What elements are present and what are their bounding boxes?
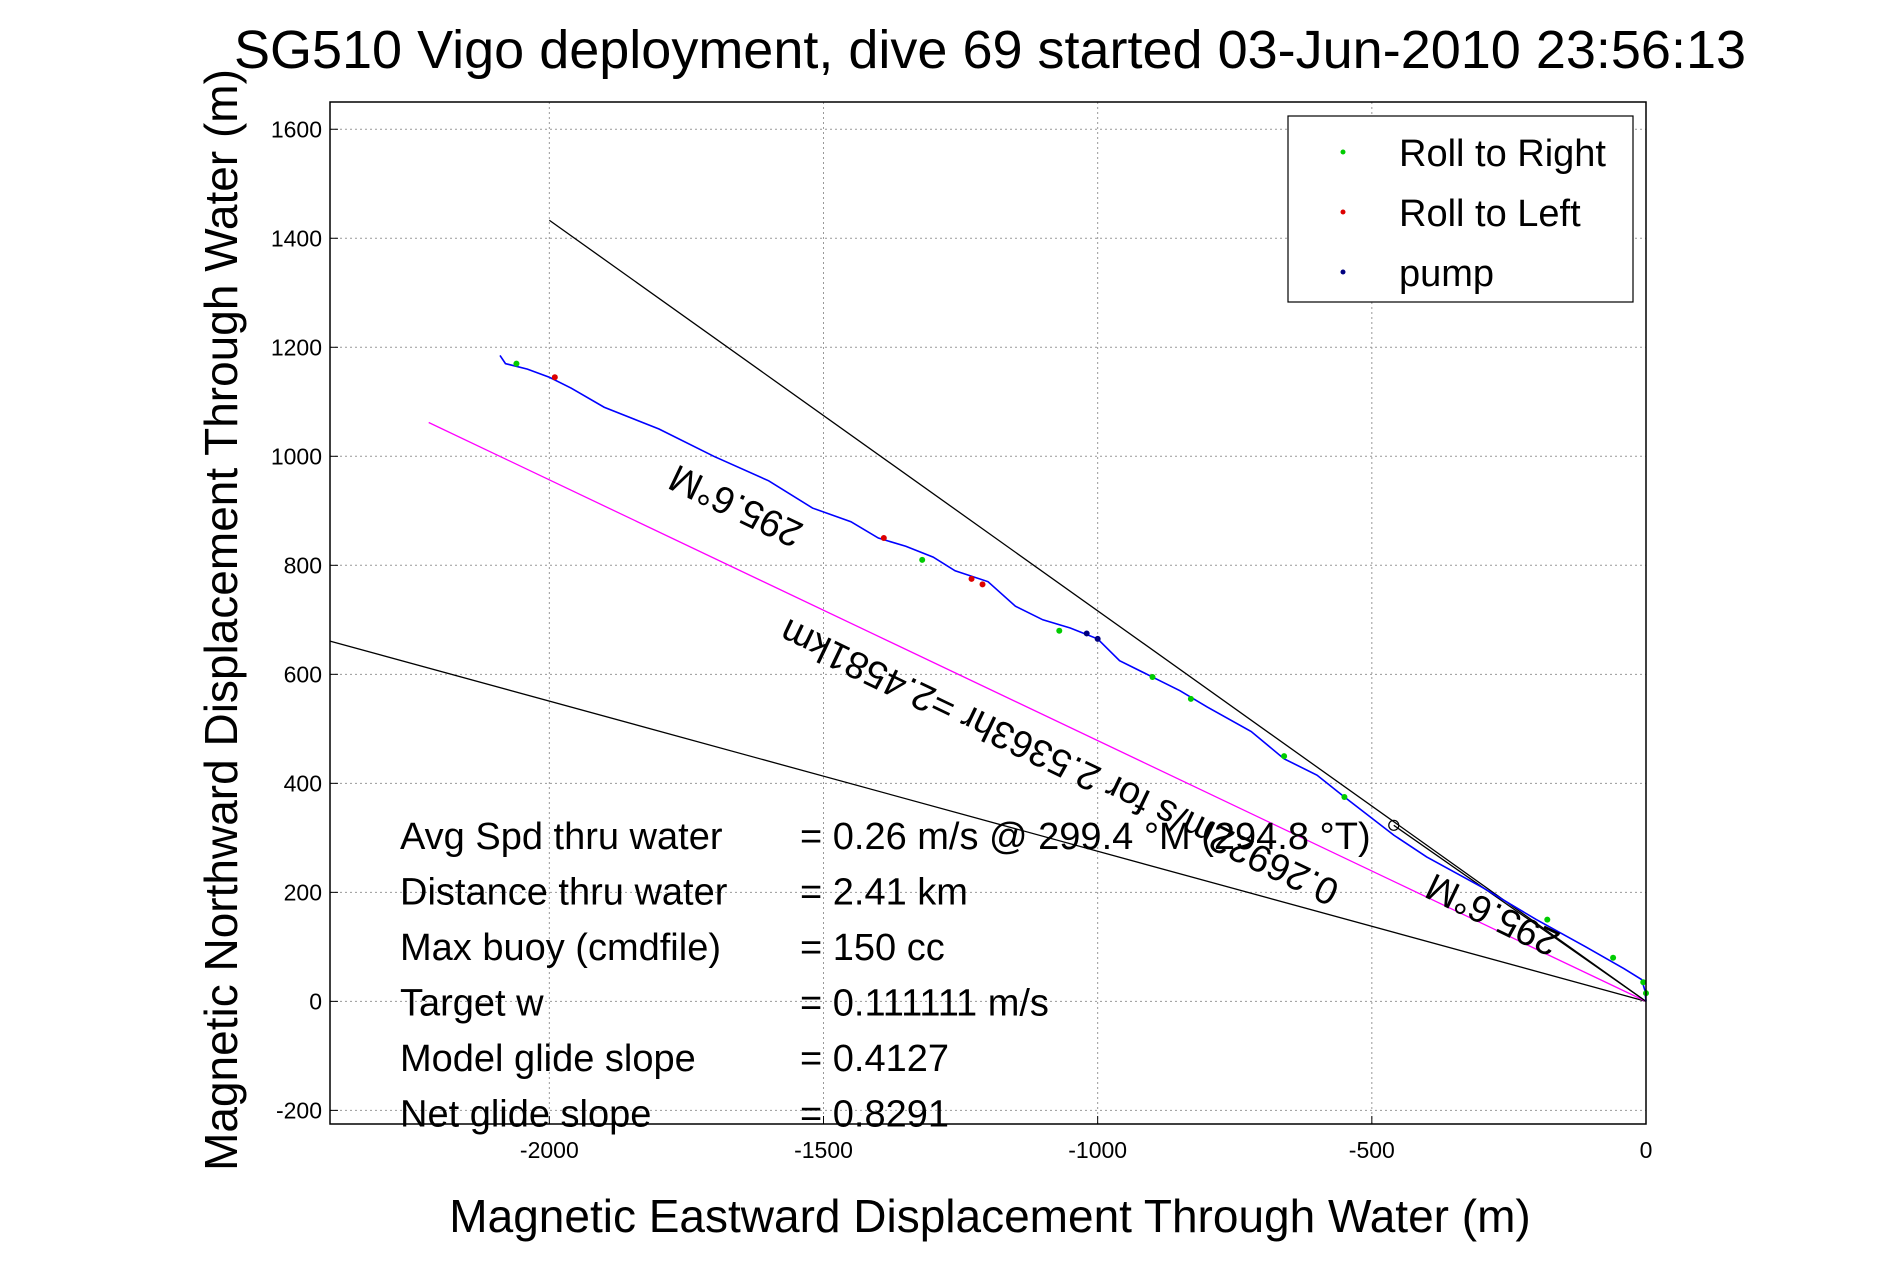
plot-frame bbox=[329, 101, 1647, 1125]
y-tick-label: 1200 bbox=[271, 334, 322, 360]
heading-annotation: 295.6°M bbox=[1420, 864, 1566, 963]
stat-label: Model glide slope bbox=[400, 1038, 696, 1080]
legend-label: Roll to Right bbox=[1399, 133, 1606, 175]
reference-line bbox=[428, 421, 1647, 1002]
stat-label: Target w bbox=[400, 983, 544, 1025]
y-ticks: -200 0 200 400 600 800 1000 1200 1400 1600 bbox=[271, 116, 338, 1123]
marker-right bbox=[1544, 916, 1551, 923]
stat-value: = 0.4127 bbox=[800, 1038, 949, 1080]
y-tick-label: -200 bbox=[276, 1097, 322, 1123]
legend-marker bbox=[1340, 209, 1346, 215]
marker-left bbox=[880, 535, 887, 542]
end-marker bbox=[1388, 819, 1400, 831]
marker-left bbox=[968, 575, 975, 582]
marker-left bbox=[551, 374, 558, 381]
marker-left bbox=[979, 581, 986, 588]
heading-annotation: 295.6°M bbox=[663, 456, 809, 555]
reference-lines bbox=[329, 219, 1647, 1002]
y-tick-label: 0 bbox=[309, 988, 322, 1014]
y-tick-label: 800 bbox=[284, 552, 322, 578]
marker-right bbox=[919, 556, 926, 563]
marker-right bbox=[1056, 627, 1063, 634]
legend: Roll to Right Roll to Left pump bbox=[1287, 115, 1634, 303]
chart-title: SG510 Vigo deployment, dive 69 started 0… bbox=[234, 20, 1746, 80]
stat-value: = 0.26 m/s @ 299.4 °M (294.8 °T) bbox=[800, 816, 1371, 858]
x-tick-label: 0 bbox=[1640, 1137, 1653, 1163]
marker-pump bbox=[1083, 630, 1090, 637]
reference-line bbox=[329, 640, 1647, 1002]
x-tick-label: -1500 bbox=[794, 1137, 853, 1163]
marker-right bbox=[513, 360, 520, 367]
y-tick-label: 1400 bbox=[271, 225, 322, 251]
stats-panel: Avg Spd thru water = 0.26 m/s @ 299.4 °M … bbox=[400, 816, 1371, 1136]
legend-marker bbox=[1340, 269, 1346, 275]
marker-right bbox=[1187, 695, 1194, 702]
x-ticks: -2000 -1500 -1000 -500 0 bbox=[520, 1116, 1652, 1163]
stat-value: = 0.111111 m/s bbox=[800, 983, 1049, 1025]
x-axis-label: Magnetic Eastward Displacement Through W… bbox=[449, 1190, 1530, 1242]
y-tick-label: 400 bbox=[284, 770, 322, 796]
stat-label: Net glide slope bbox=[400, 1094, 651, 1136]
legend-label: pump bbox=[1399, 253, 1494, 295]
y-tick-label: 1000 bbox=[271, 443, 322, 469]
marker-pump bbox=[1094, 635, 1101, 642]
stat-value: = 2.41 km bbox=[800, 872, 968, 914]
stat-label: Max buoy (cmdfile) bbox=[400, 927, 721, 969]
legend-label: Roll to Left bbox=[1399, 193, 1581, 235]
stat-label: Distance thru water bbox=[400, 872, 728, 914]
x-tick-label: -2000 bbox=[520, 1137, 579, 1163]
y-tick-label: 200 bbox=[284, 879, 322, 905]
legend-marker bbox=[1340, 149, 1346, 155]
marker-right bbox=[1341, 793, 1348, 800]
marker-right bbox=[1610, 954, 1617, 961]
heading-annotation: 0.26922m/s for 2.5363hr =2.4581km bbox=[774, 610, 1346, 913]
stat-value: = 0.8291 bbox=[800, 1094, 949, 1136]
y-axis-label: Magnetic Northward Displacement Through … bbox=[195, 69, 247, 1171]
marker-right bbox=[1281, 753, 1288, 760]
track-line bbox=[499, 355, 1647, 1002]
marker-right bbox=[1149, 674, 1156, 681]
track-group bbox=[499, 355, 1647, 1002]
marker-right bbox=[1640, 979, 1647, 986]
reference-line bbox=[1393, 824, 1647, 1002]
annotations: 295.6°M 0.26922m/s for 2.5363hr =2.4581km… bbox=[663, 456, 1566, 964]
stat-label: Avg Spd thru water bbox=[400, 816, 723, 858]
x-tick-label: -500 bbox=[1349, 1137, 1395, 1163]
stat-value: = 150 cc bbox=[800, 927, 945, 969]
reference-line bbox=[548, 219, 1647, 1002]
x-tick-label: -1000 bbox=[1068, 1137, 1127, 1163]
legend-box bbox=[1287, 115, 1634, 303]
y-tick-label: 600 bbox=[284, 661, 322, 687]
y-tick-label: 1600 bbox=[271, 116, 322, 142]
